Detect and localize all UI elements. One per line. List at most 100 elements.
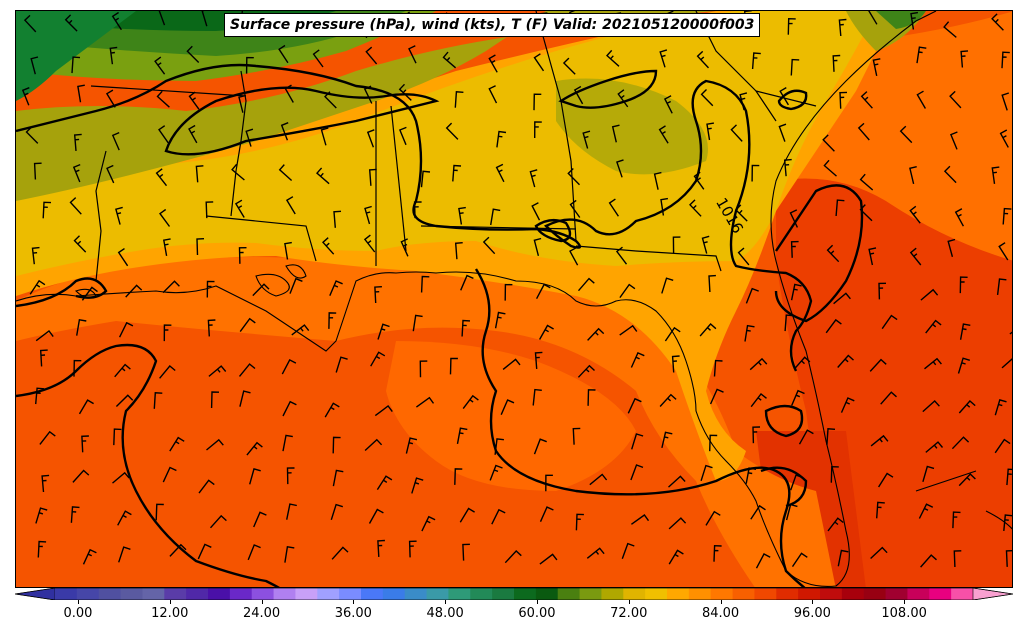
wind-barb [502,358,521,370]
wind-barb [118,321,134,338]
wind-barb [398,83,412,101]
wind-barb [751,52,761,70]
wind-barb [282,400,297,417]
wind-barb [606,49,620,67]
wind-barb [496,130,507,148]
wind-barb [21,87,30,106]
wind-barb [779,86,790,106]
wind-barb [364,205,372,225]
colorbar-segment [251,588,275,600]
colorbar-under-arrow [15,588,56,600]
wind-barb [462,394,479,410]
wind-barb [660,197,669,216]
wind-barb [324,402,340,418]
wind-barb [374,286,382,304]
wind-barb [619,324,638,336]
wind-barb [245,56,254,74]
wind-barb [205,201,214,219]
wind-barb [708,274,716,293]
wind-barb [280,122,289,141]
wind-barb [790,474,803,491]
wind-barb [29,279,46,295]
wind-barb [239,317,256,333]
wind-barb [615,246,628,265]
wind-barb [826,244,840,263]
wind-barb [115,394,134,407]
wind-barb [162,466,177,483]
temperature-colorbar [15,588,1013,600]
wind-barb [661,431,673,449]
wind-barb [286,503,297,520]
wind-barb [419,360,428,378]
wind-barb [672,236,681,254]
wind-barb [73,235,87,253]
wind-barb [77,84,85,103]
wind-barb [253,511,267,528]
wind-barb [320,127,329,146]
wind-barb [209,514,227,529]
wind-barb [878,472,894,488]
wind-barb [793,356,811,370]
wind-barb [234,199,245,218]
wind-barb [114,363,131,378]
wind-barb [449,357,458,375]
wind-barb [823,159,837,177]
wind-barb [459,507,475,523]
wind-barb [333,210,342,228]
wind-barb [826,428,836,445]
wind-barb [278,44,289,64]
wind-barb [405,437,418,454]
colorbar-segment [601,588,624,600]
wind-barb [332,436,341,454]
wind-barb [398,126,407,146]
wind-barb [582,130,591,149]
wind-barb [709,388,724,405]
wind-barb [490,208,501,226]
wind-barb [562,57,576,75]
wind-barb [953,550,962,568]
wind-barb [959,323,971,340]
wind-barb [569,199,581,218]
wind-barb [411,477,424,494]
wind-barb [869,358,887,372]
wind-barb [330,503,344,521]
wind-barb [408,540,417,558]
wind-barb [744,324,755,342]
wind-barb [899,125,913,144]
colorbar-segment [208,588,231,600]
wind-barb [71,56,81,74]
colorbar-segment [55,588,78,600]
wind-barb [631,433,644,450]
wind-barb [630,464,644,481]
wind-barb [421,515,436,532]
wind-barb [533,237,542,256]
wind-barb [859,204,873,222]
wind-barb [659,393,677,407]
wind-barb [951,436,970,450]
colorbar-tick-label: 48.00 [426,606,464,621]
wind-barb [909,247,922,266]
wind-barb [78,399,94,415]
wind-barb [285,196,296,215]
wind-barb [281,358,297,375]
wind-barb [991,166,1000,184]
colorbar-tick-label: 84.00 [701,606,740,621]
wind-barb [791,389,805,406]
wind-barb [663,95,673,114]
wind-barb [452,164,462,182]
wind-barb [461,319,471,337]
wind-barb [494,438,504,455]
colorbar-tick-label: 60.00 [518,606,556,621]
wind-barb [918,503,934,519]
wind-barb [750,504,766,520]
wind-barb [783,158,792,177]
wind-barb [587,327,605,341]
wind-barb [827,517,844,532]
colorbar-segment [448,588,471,600]
wind-barb [730,124,743,142]
wind-barb [72,469,90,483]
wind-barb [699,323,717,337]
wind-barb [201,11,208,27]
wind-barb [925,319,942,334]
wind-barb [245,128,254,147]
